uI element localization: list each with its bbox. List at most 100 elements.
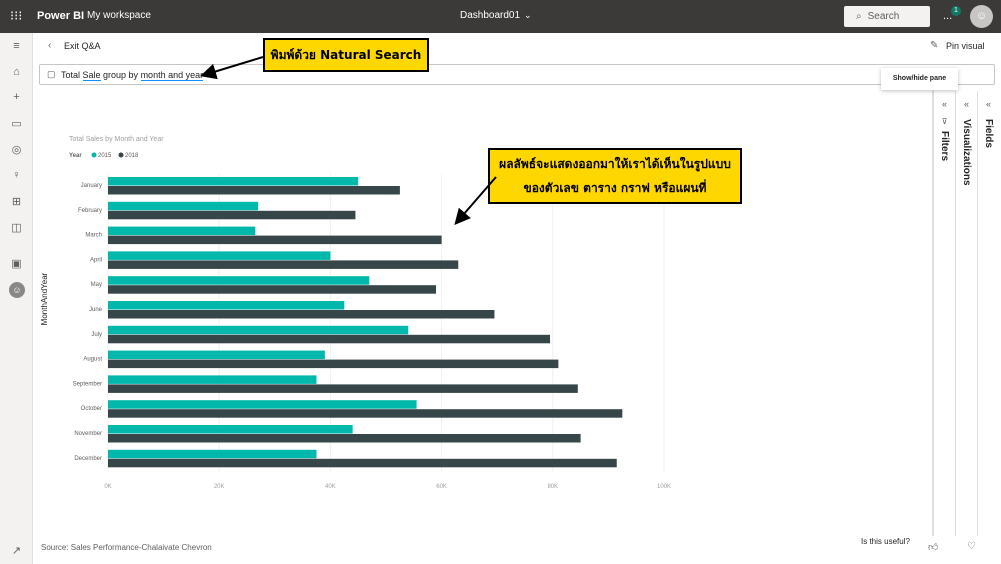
y-tick-label: November	[74, 431, 102, 437]
bar	[108, 325, 409, 335]
bar	[108, 276, 370, 285]
qa-input[interactable]: ▢ Total Sale group by month and year	[39, 64, 995, 85]
y-tick-label: May	[91, 282, 102, 288]
visualizations-pane[interactable]: « Visualizations	[955, 91, 977, 536]
notification-badge: 1	[951, 6, 961, 16]
result-hint-callout: ผลลัพธ์จะแสดงออกมาให้เราได้เห็นในรูปแบบ …	[488, 148, 742, 204]
bar	[108, 350, 325, 360]
home-icon[interactable]: ⌂	[13, 66, 20, 78]
data-hub-icon[interactable]: ◎	[11, 144, 22, 156]
filter-icon: ⊽	[941, 117, 948, 126]
workspaces-icon[interactable]: ▣	[11, 258, 22, 270]
bar	[108, 434, 581, 443]
thumbs-up-icon[interactable]: 👍︎	[928, 542, 939, 553]
waffle-icon[interactable]: ⁝⁝⁝	[10, 8, 23, 23]
result-hint-line2: ของตัวเลข ตาราง กราฟ หรือแผนที่	[523, 181, 707, 195]
pin-visual-button[interactable]: Pin visual	[946, 41, 985, 51]
bar	[108, 334, 551, 344]
bar	[108, 458, 617, 468]
filters-pane[interactable]: « ⊽ Filters	[933, 91, 955, 536]
search-icon: ⌕	[856, 11, 862, 22]
y-tick-label: August	[83, 357, 102, 363]
bar	[108, 201, 259, 211]
create-icon[interactable]: +	[13, 91, 20, 103]
legend-label: 2015	[98, 153, 112, 159]
legend-swatch	[118, 152, 124, 158]
left-nav: ≡ ⌂ + ▭ ◎ ♀ ⊞ ◫ ▣ ☺ ↗	[0, 33, 33, 564]
legend-title: Year	[69, 153, 82, 159]
bar	[108, 400, 417, 409]
dashboard-title[interactable]: Dashboard01 ⌄	[460, 10, 532, 21]
speech-bubble-icon: ▢	[47, 69, 56, 79]
qa-text-prefix: Total	[61, 70, 83, 80]
app-brand[interactable]: Power BI	[37, 10, 85, 22]
legend-swatch	[91, 152, 97, 158]
search-placeholder: Search	[867, 11, 900, 22]
qa-term-month-year: month and year	[140, 70, 204, 81]
bar	[108, 301, 345, 310]
dashboard-name: Dashboard01	[460, 10, 521, 21]
bar	[108, 226, 256, 236]
bar	[108, 186, 400, 195]
bar	[108, 285, 437, 294]
y-tick-label: March	[85, 233, 102, 239]
source-note: Source: Sales Performance-Chalaivate Che…	[41, 543, 212, 552]
bar	[108, 260, 459, 269]
x-tick-label: 80K	[547, 484, 558, 490]
exit-qa-button[interactable]: Exit Q&A	[64, 41, 101, 51]
visualizations-pane-label[interactable]: Visualizations	[961, 119, 972, 186]
workspace-link[interactable]: My workspace	[87, 10, 151, 21]
thumbs-down-icon[interactable]: ♡	[967, 541, 976, 552]
bar	[108, 310, 495, 319]
y-tick-label: July	[91, 332, 102, 338]
apps-icon[interactable]: ⊞	[11, 196, 22, 208]
avatar[interactable]: ☺	[970, 5, 993, 28]
more-options-button[interactable]: ...	[943, 10, 953, 22]
learn-icon[interactable]: ◫	[11, 222, 22, 234]
fields-pane-label[interactable]: Fields	[983, 119, 994, 148]
grid	[107, 174, 665, 472]
y-tick-label: September	[73, 381, 102, 387]
bars	[108, 177, 623, 468]
goals-icon[interactable]: ♀	[12, 169, 21, 181]
legend: 2015 2018	[91, 152, 139, 159]
qa-text-mid: group by	[100, 70, 141, 80]
search-box[interactable]: ⌕ Search	[844, 6, 930, 27]
top-bar: ⁝⁝⁝ Power BI My workspace Dashboard01 ⌄ ⌕…	[0, 0, 1001, 33]
hamburger-icon[interactable]: ≡	[13, 40, 20, 52]
x-tick-label: 100K	[657, 484, 671, 490]
legend-label: 2018	[125, 153, 139, 159]
y-tick-labels: January February March April May June July Augu…	[73, 183, 103, 462]
bar	[108, 449, 317, 459]
chart-title: Total Sales by Month and Year	[69, 136, 164, 143]
y-tick-label: October	[81, 406, 102, 412]
bar	[108, 177, 359, 186]
bar	[108, 359, 559, 369]
x-tick-label: 60K	[436, 484, 447, 490]
bar	[108, 251, 331, 260]
bar	[108, 375, 317, 384]
y-tick-label: January	[81, 183, 102, 189]
qa-query-text[interactable]: Total Sale group by month and year	[61, 70, 204, 81]
is-useful-label: Is this useful?	[861, 537, 910, 546]
search-hint-callout: พิมพ์ด้วย Natural Search	[263, 38, 429, 72]
account-icon[interactable]: ☺	[9, 282, 25, 298]
chevron-down-icon: ⌄	[524, 10, 532, 20]
x-tick-label: 20K	[214, 484, 225, 490]
expand-icon[interactable]: ↗	[11, 545, 22, 557]
y-axis-label: MonthAndYear	[40, 272, 49, 325]
result-hint-line1: ผลลัพธ์จะแสดงออกมาให้เราได้เห็นในรูปแบบ	[499, 157, 731, 171]
collapse-filters-icon[interactable]: «	[941, 99, 947, 109]
filters-pane-label[interactable]: Filters	[939, 131, 950, 162]
bar-chart[interactable]: Total Sales by Month and Year Year 2015 2…	[34, 86, 933, 536]
fields-pane[interactable]: « Fields	[977, 91, 999, 536]
pin-icon[interactable]: ✎	[930, 40, 939, 51]
back-chevron-icon[interactable]: ‹	[48, 40, 52, 51]
collapse-visualizations-icon[interactable]: «	[963, 99, 969, 109]
browse-icon[interactable]: ▭	[11, 118, 22, 130]
y-tick-label: December	[74, 456, 102, 462]
x-tick-labels: 0K 20K 40K 60K 80K 100K	[104, 484, 671, 490]
qa-term-sale: Sale	[82, 70, 101, 81]
collapse-fields-icon[interactable]: «	[985, 99, 991, 109]
x-tick-label: 0K	[104, 484, 111, 490]
